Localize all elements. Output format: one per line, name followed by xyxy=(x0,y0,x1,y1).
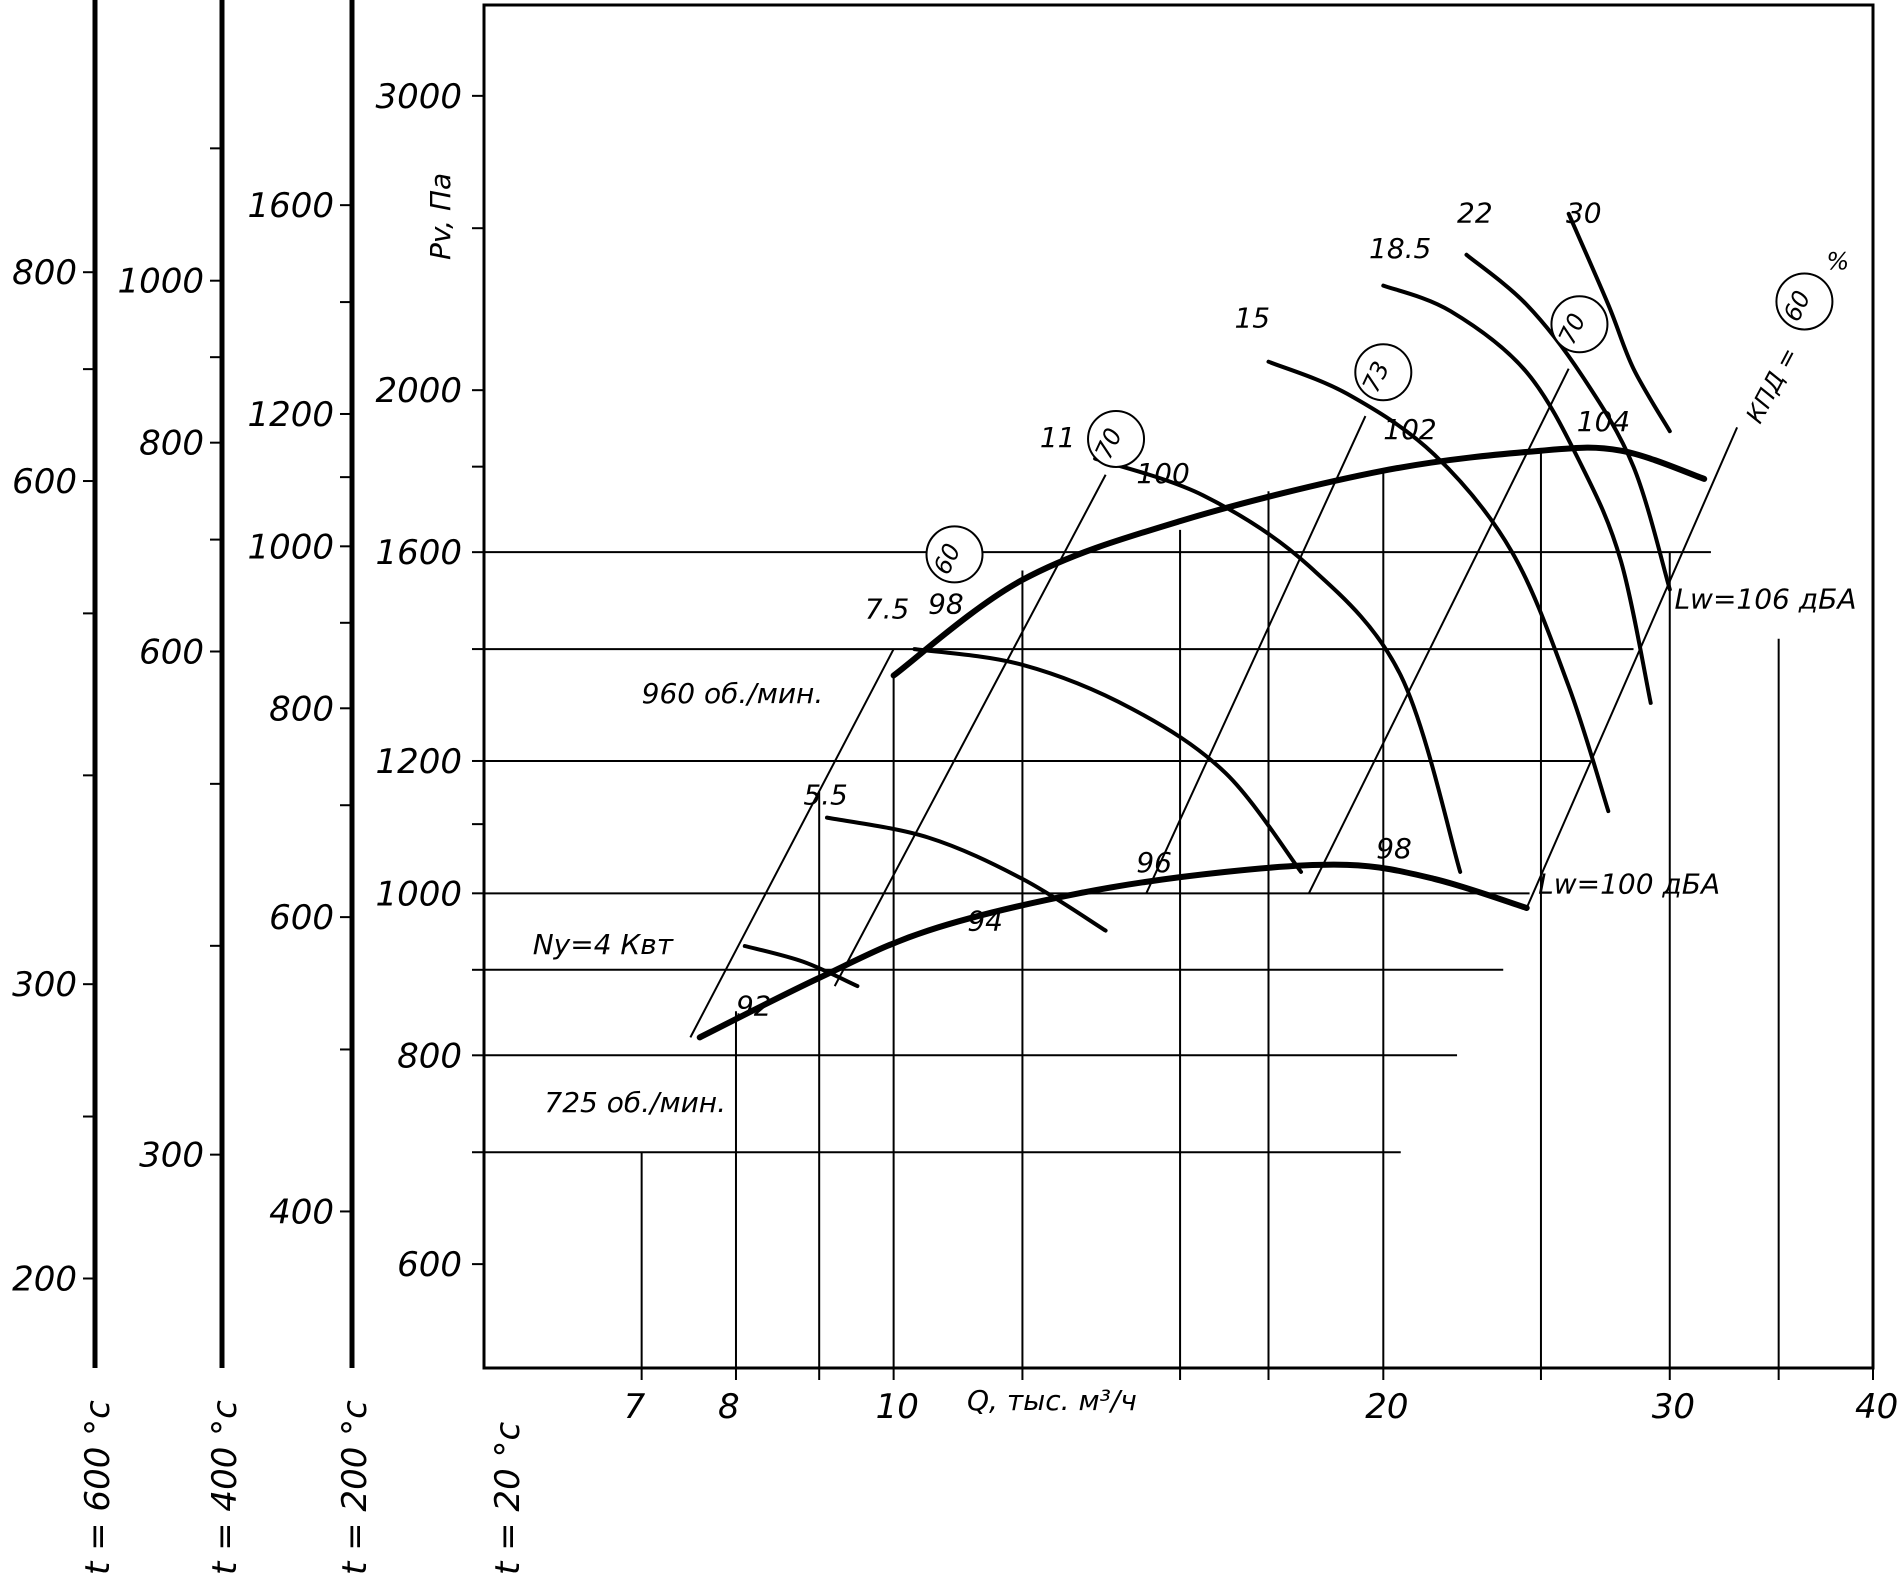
y-tick-label: 800 xyxy=(397,1036,462,1076)
curve-label: Ny=4 Квт xyxy=(533,928,674,961)
series-curve xyxy=(1464,252,1672,592)
curve-label: 15 xyxy=(1234,302,1270,335)
curve-label: 11 xyxy=(1040,421,1076,454)
series-curve xyxy=(1566,211,1672,434)
temperature-tick-label: 600 xyxy=(12,462,77,502)
curve-label: 92 xyxy=(736,990,772,1023)
temperature-tick-label: 300 xyxy=(139,1136,204,1176)
y-tick-label: 2000 xyxy=(375,371,462,411)
curve-label: 960 об./мин. xyxy=(642,677,824,710)
temperature-tick-label: 800 xyxy=(269,689,334,729)
temperature-tick-label: 1200 xyxy=(247,395,334,435)
x-tick-label: 10 xyxy=(876,1387,919,1427)
temperature-scale-label: t = 600 °c xyxy=(78,1400,118,1575)
series-curve xyxy=(742,944,860,989)
efficiency-line xyxy=(1307,368,1570,894)
curves xyxy=(696,211,1708,1041)
temperature-scale-label: t = 200 °c xyxy=(335,1400,375,1575)
x-tick-label: 8 xyxy=(718,1387,740,1427)
curve-label: 18.5 xyxy=(1369,232,1431,265)
curve-label: 104 xyxy=(1577,405,1630,438)
curve-label: 22 xyxy=(1457,196,1493,229)
temperature-tick-label: 200 xyxy=(12,1259,77,1299)
series-curve xyxy=(696,861,1530,1041)
series-curve xyxy=(1266,359,1611,814)
curve-label: 96 xyxy=(1136,846,1172,879)
temperature-tick-label: 1600 xyxy=(247,186,334,226)
y-axis-title: Pv, Па xyxy=(424,173,457,260)
efficiency-line xyxy=(689,648,895,1038)
temperature-scale-label: t = 20 °c xyxy=(488,1421,528,1575)
temperature-tick-label: 400 xyxy=(269,1192,334,1232)
curve-label: 7.5 xyxy=(865,593,910,626)
series-curve xyxy=(1381,283,1653,705)
temperature-tick-label: 800 xyxy=(12,253,77,293)
efficiency-circle xyxy=(1087,409,1146,468)
temperature-scale-label: t = 400 °c xyxy=(205,1400,245,1575)
efficiency-circle xyxy=(925,525,984,584)
curve-label: Lw=106 дБА xyxy=(1674,583,1856,616)
temperature-tick-label: 300 xyxy=(12,965,77,1005)
efficiency-circle xyxy=(1775,272,1834,331)
series-curve xyxy=(825,815,1108,933)
efficiency-circle xyxy=(1550,295,1609,354)
temperature-tick-label: 600 xyxy=(269,898,334,938)
x-tick-label: 30 xyxy=(1652,1387,1695,1427)
grid-lines xyxy=(484,450,1780,1368)
temperature-tick-label: 800 xyxy=(139,424,204,464)
curve-label: 100 xyxy=(1136,457,1189,490)
temperature-tick-label: 1000 xyxy=(247,527,334,567)
x-tick-label: 20 xyxy=(1365,1387,1408,1427)
x-axis-title: Q, тыс. м³/ч xyxy=(967,1384,1137,1417)
y-tick-label: 1000 xyxy=(375,874,462,914)
y-tick-label: 600 xyxy=(397,1245,462,1285)
efficiency-circle xyxy=(1354,343,1413,402)
efficiency-label: КПД = xyxy=(1741,343,1804,428)
series-curve xyxy=(890,444,1708,679)
series-curve xyxy=(912,647,1303,874)
x-tick-label: 40 xyxy=(1855,1387,1897,1427)
y-tick-label: 1200 xyxy=(375,742,462,782)
axes: 7 8 10 20 30 40 600 800 1000 1200 1600 2000 3000 xyxy=(375,77,1897,1427)
efficiency-lines xyxy=(689,368,1739,1038)
x-tick-label: 7 xyxy=(624,1387,646,1427)
curve-labels: 11 15 18.5 22 30 7.5 5.5 98 100 102 104 94 96 98 92 960… xyxy=(533,196,1857,1118)
curve-label: 5.5 xyxy=(803,779,848,812)
curve-label: 102 xyxy=(1383,413,1436,446)
y-tick-label: 3000 xyxy=(375,77,462,117)
curve-label: 725 об./мин. xyxy=(544,1086,726,1119)
y-tick-label: 1600 xyxy=(375,533,462,573)
curve-label: 98 xyxy=(1376,832,1412,865)
curve-label: 98 xyxy=(928,588,964,621)
curve-label: 30 xyxy=(1566,196,1602,229)
temperature-scales: 200 300 600 800 t = 600 °c 300 600 800 1000 t = 4… xyxy=(12,0,528,1575)
efficiency-line xyxy=(1525,427,1739,909)
curve-label: Lw=100 дБА xyxy=(1538,867,1720,900)
curve-label: 94 xyxy=(967,905,1003,938)
plot-frame xyxy=(482,3,1875,1370)
efficiency-line xyxy=(1145,415,1367,894)
efficiency-unit: % xyxy=(1826,247,1849,275)
temperature-tick-label: 1000 xyxy=(117,262,204,302)
temperature-tick-label: 600 xyxy=(139,632,204,672)
series-curve xyxy=(1093,456,1463,874)
